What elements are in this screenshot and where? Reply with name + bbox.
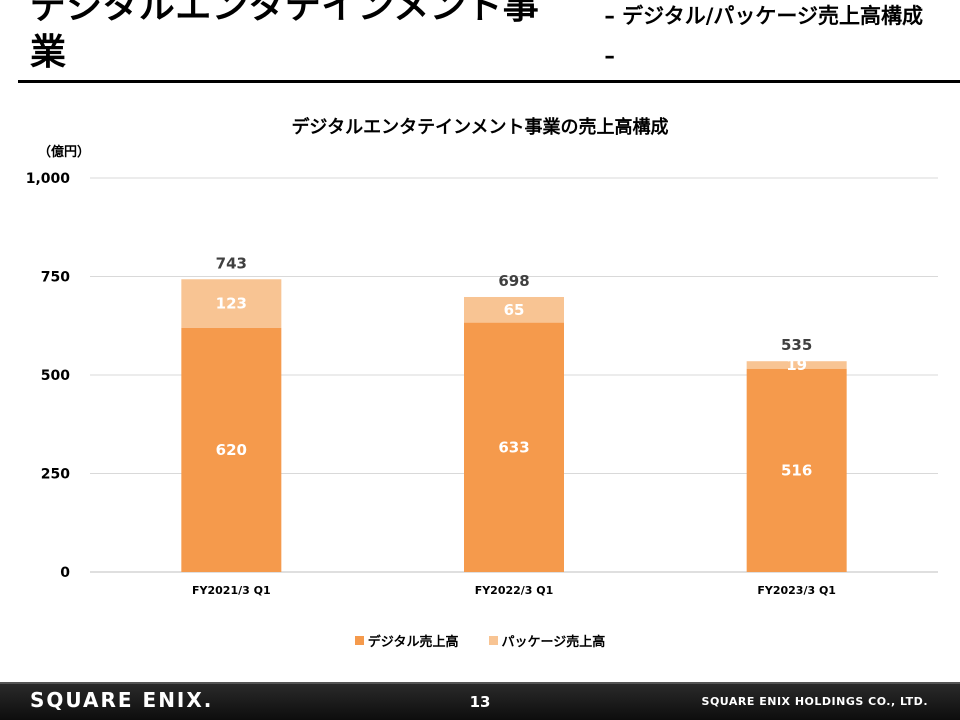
y-tick-label: 0 — [60, 565, 70, 581]
y-tick-label: 500 — [41, 368, 70, 384]
header: デジタルエンタテインメント事業 – デジタル/パッケージ売上高構成 – — [30, 0, 940, 76]
data-label: 65 — [504, 301, 525, 319]
data-label: 633 — [498, 438, 529, 456]
bar-digital — [464, 322, 564, 572]
legend-item-package: パッケージ売上高 — [488, 631, 606, 650]
x-tick-label: FY2023/3 Q1 — [757, 584, 836, 597]
title-divider — [18, 80, 960, 83]
footer-bar: SQUARE ENIX. 13 SQUARE ENIX HOLDINGS CO.… — [0, 682, 960, 720]
legend-swatch-digital — [354, 636, 364, 645]
y-axis-unit-label: （億円） — [38, 145, 91, 160]
bar-digital — [181, 327, 282, 572]
stacked-bar-chart: 0 250 500 750 1,000 620 123 743 FY2021/3 Q1 633 65… — [26, 171, 938, 597]
legend-item-digital: デジタル売上高 — [354, 631, 459, 650]
y-tick-label: 250 — [41, 467, 70, 483]
page-number: 13 — [469, 693, 491, 711]
bar-package — [464, 296, 564, 323]
bar-package — [746, 361, 847, 369]
legend-label-digital: デジタル売上高 — [367, 635, 459, 650]
data-label: 19 — [786, 356, 807, 374]
y-tick-label: 1,000 — [26, 171, 71, 187]
data-label: 123 — [216, 294, 247, 312]
square-enix-logo: SQUARE ENIX. — [30, 688, 214, 712]
data-label: 516 — [781, 461, 812, 479]
legend-label-package: パッケージ売上高 — [501, 635, 606, 650]
x-tick-label: FY2022/3 Q1 — [475, 584, 554, 597]
data-label: 620 — [216, 441, 247, 459]
total-label: 743 — [216, 254, 247, 272]
y-tick-label: 750 — [41, 270, 70, 286]
chart-legend: デジタル売上高 パッケージ売上高 — [0, 631, 960, 650]
total-label: 698 — [498, 272, 529, 290]
page-subtitle: – デジタル/パッケージ売上高構成 – — [604, 4, 924, 68]
legend-swatch-package — [488, 636, 498, 645]
bar-digital — [746, 368, 847, 572]
page-title: デジタルエンタテインメント事業 — [30, 0, 540, 73]
total-label: 535 — [781, 336, 812, 354]
chart-title: デジタルエンタテインメント事業の売上高構成 — [291, 117, 669, 138]
x-tick-label: FY2021/3 Q1 — [192, 584, 271, 597]
company-name: SQUARE ENIX HOLDINGS CO., LTD. — [701, 695, 928, 708]
bar-package — [181, 279, 282, 328]
